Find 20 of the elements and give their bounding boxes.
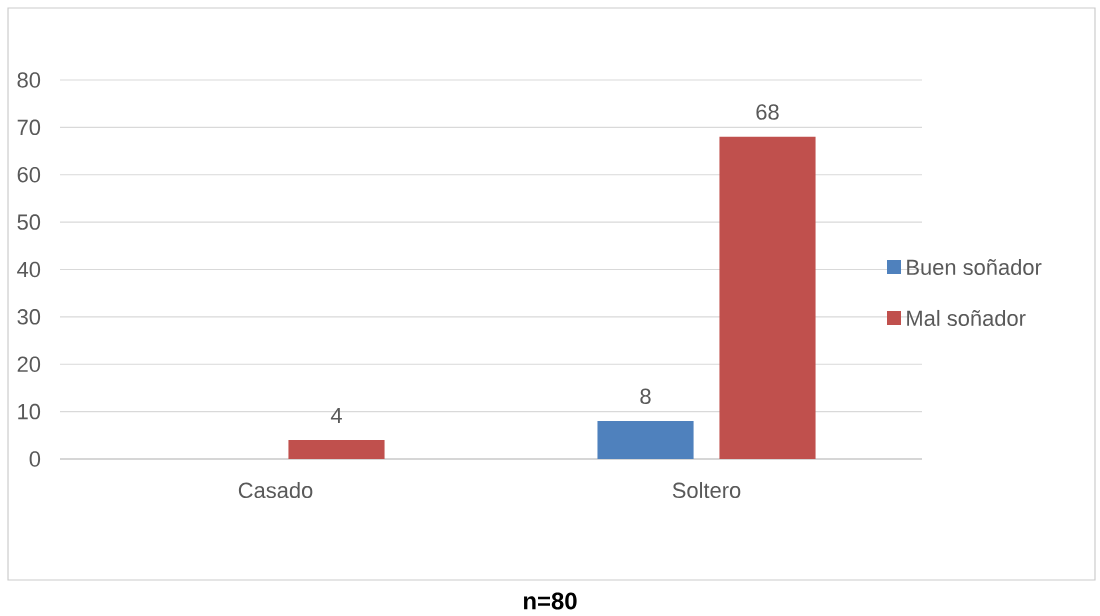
y-tick-label: 20 (17, 356, 41, 372)
y-tick-label: 80 (17, 72, 41, 88)
bar (719, 136, 816, 459)
bar (288, 440, 385, 459)
y-tick-label: 70 (17, 119, 41, 136)
y-tick-label: 60 (17, 166, 41, 183)
legend-label: Mal soñador (907, 309, 1026, 327)
data-label: 4 (330, 407, 342, 423)
y-tick-label: 40 (17, 261, 41, 278)
y-tick-label: 0 (29, 451, 41, 467)
legend-label: Buen soñador (907, 258, 1042, 276)
data-label: 8 (640, 388, 651, 405)
data-label: 68 (756, 104, 779, 120)
x-tick-label: Soltero (672, 482, 741, 499)
y-tick-label: 10 (18, 403, 41, 420)
bar (597, 421, 694, 459)
y-tick-label: 30 (17, 309, 41, 325)
text: n=80 (523, 592, 577, 610)
x-tick-label: Casado (238, 482, 313, 499)
y-tick-label: 50 (17, 214, 41, 230)
